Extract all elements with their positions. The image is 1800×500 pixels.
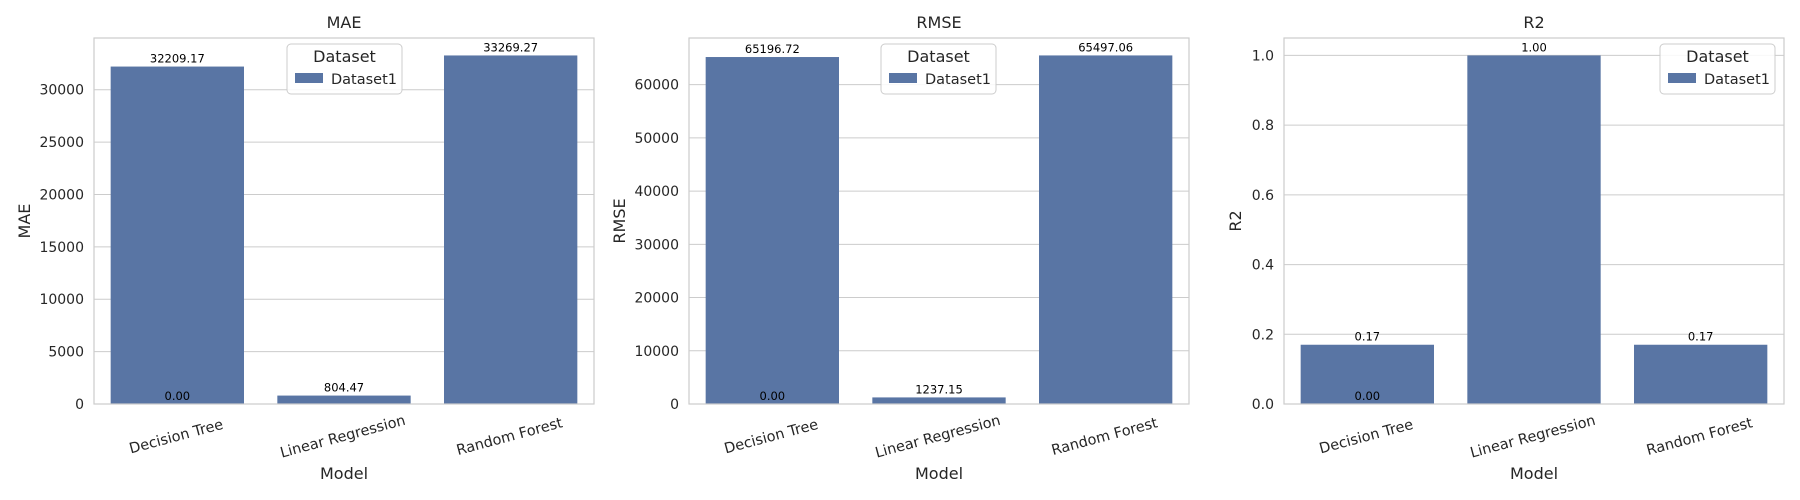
y-axis-label: MAE [15, 204, 34, 239]
y-tick-label: 10000 [634, 344, 679, 360]
y-axis-label: R2 [1226, 210, 1245, 231]
y-tick-label: 0.0 [1252, 397, 1274, 413]
x-tick-label: Linear Regression [874, 413, 1003, 462]
data-label: 1237.15 [915, 382, 963, 396]
x-tick-label: Random Forest [455, 415, 565, 459]
chart-title: MAE [327, 13, 362, 32]
data-label-zero: 0.00 [1355, 389, 1381, 403]
y-tick-label: 0.4 [1252, 258, 1274, 274]
x-tick-label: Linear Regression [1469, 413, 1598, 462]
y-tick-label: 5000 [48, 345, 84, 361]
data-label: 0.17 [1688, 330, 1714, 344]
x-axis-label: Model [915, 464, 963, 483]
data-label: 32209.17 [150, 52, 205, 66]
plot-frame [688, 37, 1190, 405]
chart-panel-3: 0.0 0.2 0.4 0.6 0.8 1.0 0.17 1.00 0.17 0.00 Decisi… [1226, 13, 1785, 483]
y-tick-label: 30000 [39, 83, 84, 99]
y-axis-label: RMSE [610, 198, 629, 243]
y-tick-label: 0.8 [1252, 118, 1274, 134]
chart-panel-2: 0 10000 20000 30000 40000 50000 60000 65196.72 1… [610, 13, 1190, 483]
bar [277, 395, 411, 404]
bar [110, 66, 245, 404]
legend: Dataset Dataset1 [1659, 43, 1776, 95]
bar [872, 397, 1006, 404]
x-axis-label: Model [1510, 464, 1558, 483]
x-axis-label: Model [320, 464, 368, 483]
data-label: 0.17 [1355, 330, 1381, 344]
bar [705, 57, 839, 404]
plot-frame [93, 37, 595, 405]
x-tick-label: Decision Tree [723, 417, 820, 457]
bar [1039, 55, 1173, 404]
y-tick-label: 40000 [634, 184, 679, 200]
bar [444, 55, 578, 405]
chart-panel-1: 0 5000 10000 15000 20000 25000 30000 32209.17 80… [15, 13, 595, 483]
bar [1300, 344, 1434, 404]
y-tick-label: 0 [670, 397, 679, 413]
x-tick-label: Decision Tree [1318, 417, 1415, 457]
y-tick-label: 25000 [39, 135, 84, 151]
legend: Dataset Dataset1 [880, 43, 997, 95]
legend-title: Dataset [313, 47, 376, 66]
x-tick-label: Decision Tree [128, 417, 225, 457]
y-tick-label: 0.2 [1252, 327, 1274, 343]
y-tick-label: 60000 [634, 78, 679, 94]
y-tick-label: 50000 [634, 131, 679, 147]
data-label: 65497.06 [1078, 40, 1133, 54]
chart-title: R2 [1523, 13, 1544, 32]
legend-swatch [295, 73, 323, 83]
data-label: 1.00 [1521, 40, 1547, 54]
y-tick-label: 30000 [634, 237, 679, 253]
y-tick-label: 0.6 [1252, 188, 1274, 204]
legend-title: Dataset [907, 47, 970, 66]
legend-swatch [889, 73, 917, 83]
y-tick-label: 20000 [634, 291, 679, 307]
data-label-zero: 0.00 [165, 389, 191, 403]
bar [1467, 55, 1601, 405]
y-tick-label: 15000 [39, 240, 84, 256]
legend-entry: Dataset1 [925, 72, 991, 88]
bar [1634, 344, 1768, 404]
data-label: 804.47 [324, 381, 364, 395]
chart-title: RMSE [916, 13, 961, 32]
y-tick-label: 1.0 [1252, 48, 1274, 64]
data-label: 65196.72 [745, 42, 800, 56]
y-tick-label: 20000 [39, 187, 84, 203]
legend-entry: Dataset1 [331, 72, 397, 88]
legend-swatch [1668, 73, 1696, 83]
data-label: 33269.27 [483, 40, 538, 54]
legend: Dataset Dataset1 [286, 43, 403, 95]
data-label-zero: 0.00 [760, 389, 786, 403]
x-tick-label: Random Forest [1645, 415, 1755, 459]
legend-entry: Dataset1 [1704, 72, 1770, 88]
legend-title: Dataset [1686, 47, 1749, 66]
y-tick-label: 0 [75, 397, 84, 413]
y-tick-label: 10000 [39, 292, 84, 308]
x-tick-label: Random Forest [1050, 415, 1160, 459]
x-tick-label: Linear Regression [279, 413, 408, 462]
plot-frame [1283, 37, 1785, 405]
